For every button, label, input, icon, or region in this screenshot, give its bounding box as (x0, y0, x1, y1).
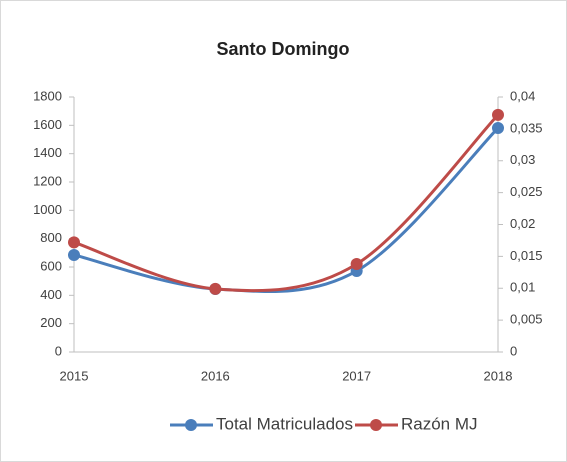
x-tick-label: 2016 (201, 368, 230, 383)
y2-tick-label: 0,03 (510, 152, 535, 167)
y-tick-label: 1600 (33, 117, 62, 132)
y2-tick-label: 0,02 (510, 216, 535, 231)
legend-marker (185, 419, 197, 431)
series-line (73, 126, 500, 294)
y-tick-label: 800 (40, 230, 62, 245)
x-tick-label: 2017 (342, 368, 371, 383)
data-point (492, 108, 504, 121)
y-tick-label: 1200 (33, 173, 62, 188)
y-tick-label: 400 (40, 287, 62, 302)
y2-tick-label: 0,025 (510, 184, 543, 199)
legend-marker (370, 419, 382, 431)
y2-tick-label: 0,005 (510, 312, 543, 327)
y-tick-label: 1400 (33, 145, 62, 160)
x-tick-label: 2015 (60, 368, 89, 383)
y-tick-label: 0 (55, 343, 62, 358)
legend-label: Total Matriculados (216, 414, 353, 433)
y2-tick-label: 0,04 (510, 88, 535, 103)
y-tick-label: 200 (40, 315, 62, 330)
data-point (209, 282, 222, 295)
y2-tick-label: 0,035 (510, 120, 543, 135)
y-tick-label: 600 (40, 258, 62, 273)
y2-tick-label: 0,015 (510, 248, 543, 263)
y-tick-label: 1000 (33, 202, 62, 217)
data-point (350, 258, 363, 271)
y-tick-label: 1800 (33, 88, 62, 103)
legend-label: Razón MJ (401, 414, 478, 433)
series-line (73, 113, 500, 293)
y2-tick-label: 0 (510, 343, 517, 358)
chart-title: Santo Domingo (217, 39, 350, 59)
data-point (68, 248, 80, 261)
y2-tick-label: 0,01 (510, 280, 535, 295)
data-point (492, 122, 504, 135)
data-point (68, 236, 80, 249)
x-tick-label: 2018 (484, 368, 513, 383)
